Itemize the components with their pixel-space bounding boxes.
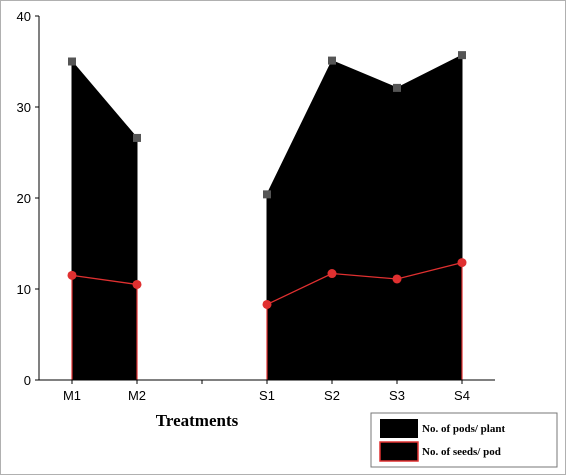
y-tick-label-20: 20 [17, 191, 31, 206]
legend-swatch-seeds [379, 441, 419, 462]
pods-marker-m2 [133, 133, 141, 142]
pods-area-group-1 [71, 60, 138, 381]
pods-marker-m1 [68, 57, 76, 66]
x-tick-label-s2: S2 [324, 388, 340, 403]
y-tick-label-30: 30 [17, 100, 31, 115]
legend-swatch-pods [380, 419, 418, 438]
legend-label-seeds: No. of seeds/ pod [422, 446, 501, 458]
pods-marker-s4 [458, 51, 466, 60]
pods-marker-s1 [263, 190, 271, 199]
seeds-line-group-2 [266, 261, 463, 306]
y-tick-label-40: 40 [17, 9, 31, 24]
plot-area [67, 51, 467, 381]
seeds-marker-m1 [67, 270, 77, 280]
x-tick-label-m2: M2 [128, 388, 146, 403]
seeds-marker-s4 [457, 258, 467, 268]
x-tick-label-s1: S1 [259, 388, 275, 403]
seeds-marker-s2 [327, 269, 337, 279]
pods-area-group-2 [266, 54, 463, 381]
y-tick-label-10: 10 [17, 282, 31, 297]
x-axis-title: Treatments [156, 411, 239, 430]
x-tick-label-s4: S4 [454, 388, 470, 403]
x-tick-label-s3: S3 [389, 388, 405, 403]
seeds-marker-s3 [392, 274, 402, 284]
legend: No. of pods/ plant No. of seeds/ pod [370, 412, 558, 468]
axes: 0 10 20 30 40 M1 M2 S1 S2 S3 S4 [17, 9, 495, 403]
seeds-marker-s1 [262, 299, 272, 309]
pods-marker-s2 [328, 56, 336, 65]
x-tick-label-m1: M1 [63, 388, 81, 403]
legend-label-pods: No. of pods/ plant [422, 423, 505, 435]
seeds-line-group-1 [71, 274, 138, 286]
y-tick-label-0: 0 [24, 373, 31, 388]
pods-marker-s3 [393, 83, 401, 92]
seeds-marker-m2 [132, 279, 142, 289]
